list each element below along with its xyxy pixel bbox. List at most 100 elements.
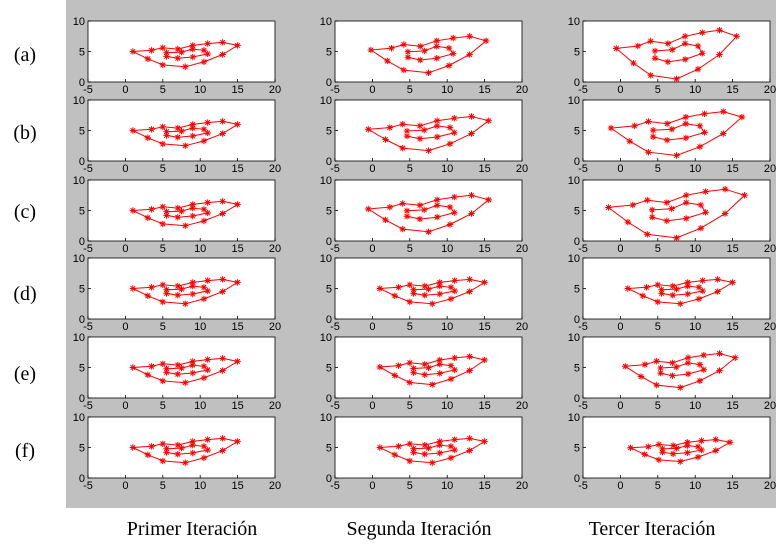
x-tick-label: 15 xyxy=(726,243,738,255)
data-point-marker xyxy=(699,287,706,295)
data-point-marker xyxy=(696,377,704,384)
data-point-marker xyxy=(451,366,458,374)
data-point-marker xyxy=(382,216,389,224)
x-tick-label: 0 xyxy=(122,321,128,333)
data-point-marker xyxy=(421,47,428,55)
x-tick-label: 0 xyxy=(617,163,623,175)
data-point-marker xyxy=(663,136,671,144)
data-point-marker xyxy=(174,204,181,212)
x-tick-label: 10 xyxy=(689,243,701,255)
data-point-marker xyxy=(129,127,137,134)
data-point-marker xyxy=(163,208,170,215)
data-point-marker xyxy=(700,366,708,373)
data-point-marker xyxy=(720,130,727,137)
data-point-marker xyxy=(436,438,443,445)
x-tick-label: 15 xyxy=(478,84,490,96)
x-tick-label: 10 xyxy=(194,84,206,96)
data-point-marker xyxy=(726,439,734,446)
data-point-marker xyxy=(699,277,706,284)
y-tick-label: 10 xyxy=(568,95,580,107)
x-tick-label: 0 xyxy=(122,243,128,255)
data-point-marker xyxy=(696,143,704,150)
data-point-marker xyxy=(200,47,208,54)
data-point-marker xyxy=(420,206,428,214)
y-tick-label: 10 xyxy=(73,16,85,28)
data-point-marker xyxy=(663,217,670,225)
data-point-marker xyxy=(699,29,706,36)
data-point-marker xyxy=(148,443,155,450)
data-point-marker xyxy=(189,449,196,457)
data-point-marker xyxy=(425,147,432,154)
x-tick-label: -5 xyxy=(83,163,93,175)
x-tick-label: 15 xyxy=(231,400,243,412)
data-point-marker xyxy=(406,379,413,386)
data-point-marker xyxy=(733,33,740,40)
data-point-marker xyxy=(376,285,384,292)
x-tick-label: 0 xyxy=(369,321,375,333)
data-point-marker xyxy=(163,132,170,139)
data-point-marker xyxy=(178,48,185,56)
data-point-marker xyxy=(410,286,417,293)
data-point-marker xyxy=(386,203,393,211)
data-point-marker xyxy=(388,44,395,52)
data-point-marker xyxy=(163,49,170,56)
data-point-marker xyxy=(159,298,166,306)
data-point-marker xyxy=(200,284,208,291)
data-point-marker xyxy=(682,134,690,142)
data-point-marker xyxy=(182,300,189,307)
data-point-marker xyxy=(200,363,208,370)
x-tick-label: 15 xyxy=(726,321,738,333)
data-point-marker xyxy=(694,453,702,461)
x-tick-label: 15 xyxy=(231,84,243,96)
y-tick-label: 0 xyxy=(574,314,580,326)
data-point-marker xyxy=(200,58,208,66)
data-point-marker xyxy=(436,279,443,286)
data-point-marker xyxy=(410,449,417,456)
data-point-marker xyxy=(403,132,411,140)
data-point-marker xyxy=(425,444,432,452)
x-tick-label: 10 xyxy=(441,400,453,412)
data-point-marker xyxy=(159,281,166,289)
data-point-marker xyxy=(684,439,691,446)
data-point-marker xyxy=(144,292,152,300)
data-point-marker xyxy=(639,292,647,300)
data-point-marker xyxy=(694,443,702,450)
data-point-marker xyxy=(204,50,211,58)
x-tick-label: 20 xyxy=(269,321,281,333)
data-point-marker xyxy=(451,114,458,122)
data-point-marker xyxy=(447,362,455,369)
data-point-marker xyxy=(466,51,473,58)
data-point-marker xyxy=(189,290,196,298)
data-point-marker xyxy=(714,288,721,295)
data-point-marker xyxy=(189,358,196,365)
data-point-marker xyxy=(204,119,211,126)
data-point-marker xyxy=(673,152,680,159)
data-point-marker xyxy=(234,121,241,128)
data-point-marker xyxy=(159,203,166,211)
data-point-marker xyxy=(189,279,196,286)
y-tick-label: 0 xyxy=(574,393,580,405)
data-point-marker xyxy=(649,133,657,141)
data-point-marker xyxy=(714,276,721,283)
data-point-marker xyxy=(466,353,473,360)
x-tick-label: 10 xyxy=(441,84,453,96)
x-tick-label: 0 xyxy=(617,84,623,96)
data-point-marker xyxy=(701,129,708,136)
data-point-marker xyxy=(400,41,408,48)
data-point-marker xyxy=(159,61,166,69)
data-point-marker xyxy=(738,113,746,121)
data-point-marker xyxy=(148,206,155,213)
data-point-marker xyxy=(174,214,181,221)
data-point-marker xyxy=(481,356,488,364)
data-point-marker xyxy=(425,69,432,77)
data-point-marker xyxy=(627,444,634,452)
y-tick-label: 5 xyxy=(326,284,332,296)
x-tick-label: 20 xyxy=(764,400,776,412)
x-tick-label: 5 xyxy=(407,400,413,412)
data-point-marker xyxy=(420,126,428,134)
data-point-marker xyxy=(174,55,181,62)
x-tick-label: 0 xyxy=(122,84,128,96)
data-point-marker xyxy=(189,45,196,53)
data-point-marker xyxy=(451,193,458,201)
data-point-marker xyxy=(466,276,473,283)
